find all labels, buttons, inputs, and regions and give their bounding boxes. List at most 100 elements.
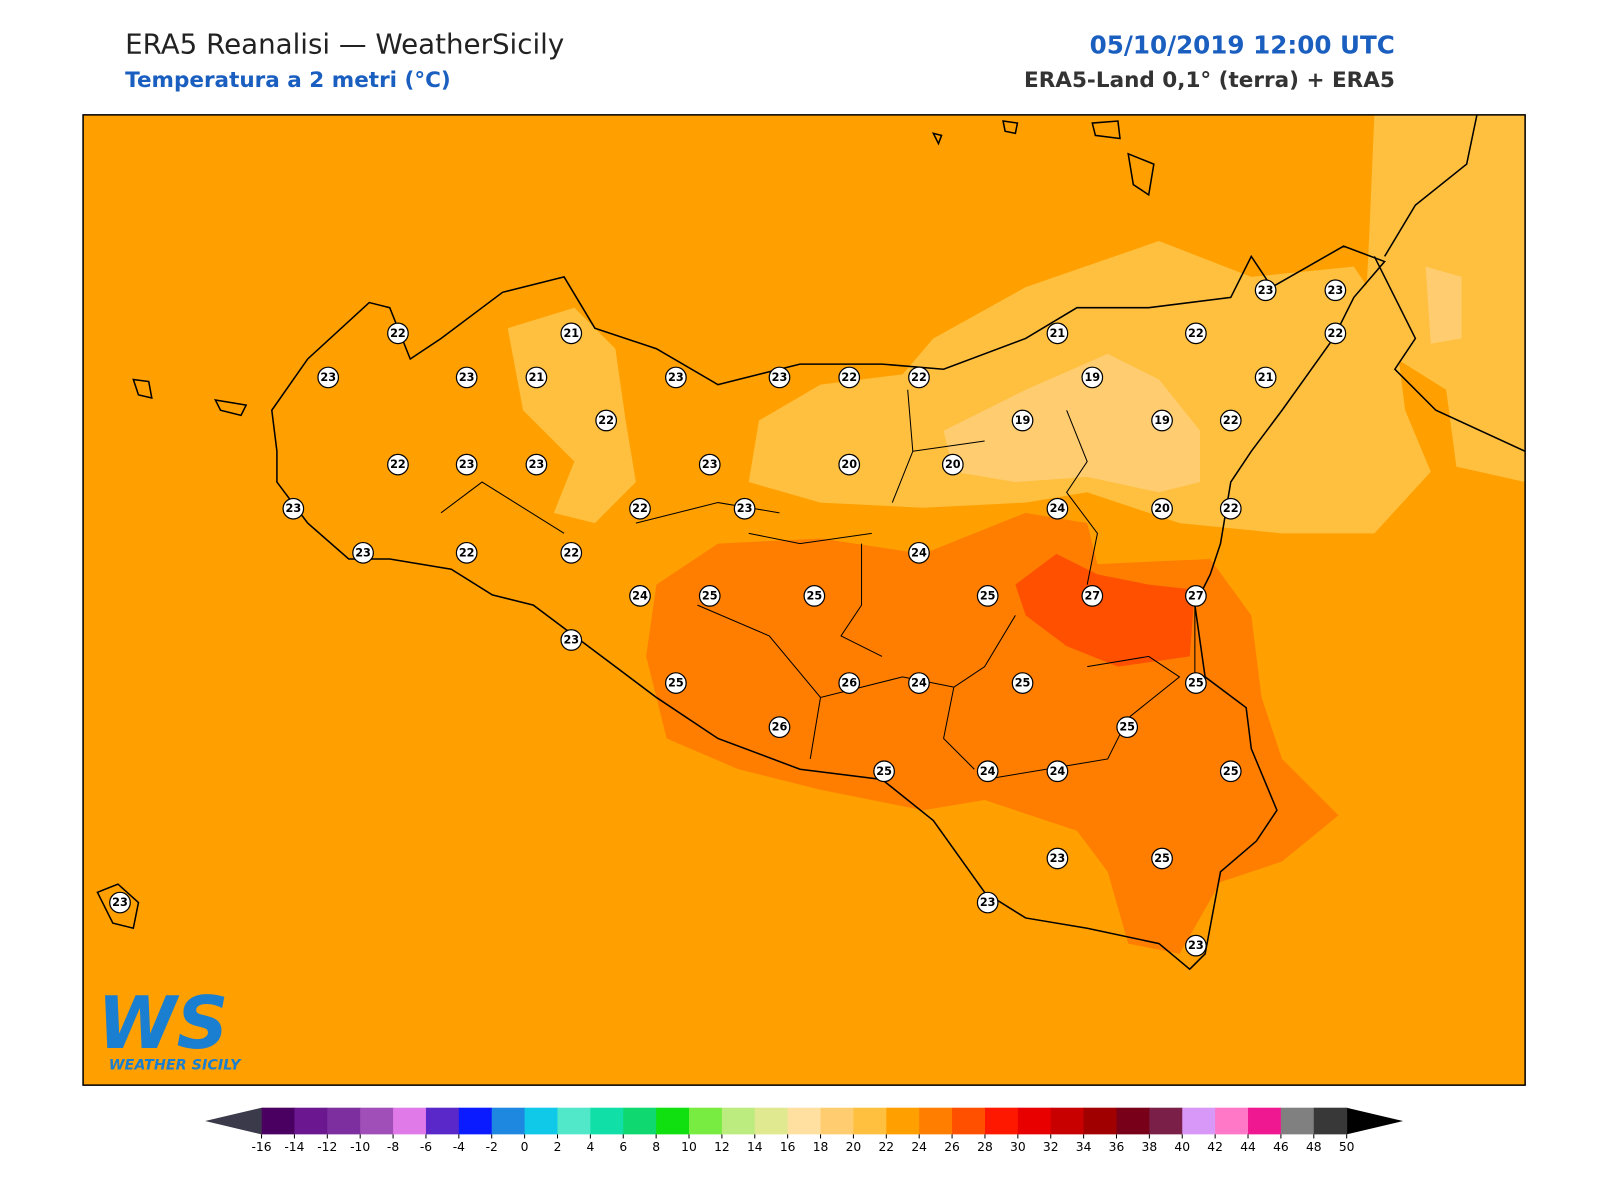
title: ERA5 Reanalisi — WeatherSicily: [125, 27, 564, 60]
station-value: 25: [1188, 677, 1204, 690]
source: ERA5-Land 0,1° (terra) + ERA5: [1024, 68, 1395, 93]
station-marker: [1185, 672, 1207, 694]
station-value: 22: [1223, 414, 1239, 427]
station-value: 23: [772, 371, 788, 384]
station-value: 25: [1015, 677, 1031, 690]
stations: 22 21 23 23 21 23 23 22 22 21 22 23 23 22 19 21 22 19 19 22…: [109, 279, 1347, 957]
colorbar-tick-label: -6: [420, 1140, 432, 1154]
colorbar-segment: [984, 1107, 1019, 1135]
coastline: [270, 245, 1386, 971]
colorbar-segment: [623, 1107, 657, 1135]
station-value: 25: [1223, 765, 1239, 778]
colorbar-tick-label: 44: [1240, 1140, 1256, 1154]
station-marker: [387, 453, 409, 476]
colorbar-tick-label: 48: [1306, 1140, 1322, 1154]
station-value: 25: [807, 589, 823, 602]
map: 22 21 23 23 21 23 23 22 22 21 22 23 23 22 19 21 22 19 19 22…: [82, 114, 1526, 1086]
colorbar-tick-label: 50: [1339, 1140, 1355, 1154]
colorbar-tick-label: 32: [1043, 1140, 1059, 1154]
colorbar-segment: [1313, 1107, 1348, 1135]
colorbar-tick-label: 8: [652, 1140, 660, 1154]
colorbar-tick-label: 0: [521, 1140, 529, 1154]
station-marker: [317, 366, 340, 389]
station-value: 21: [1258, 371, 1274, 384]
station-marker: [941, 453, 964, 476]
colorbar-segment: [360, 1107, 394, 1135]
station-marker: [1254, 279, 1277, 302]
station-value: 23: [112, 896, 128, 909]
station-marker: [629, 585, 651, 607]
colorbar-segment: [327, 1107, 361, 1135]
colorbar-tick-label: 20: [846, 1140, 862, 1154]
colorbar-tick-label: 30: [1010, 1140, 1026, 1154]
colorbar-segment: [1116, 1107, 1150, 1135]
station-marker: [1151, 847, 1173, 870]
station-value: 24: [911, 677, 927, 690]
station-marker: [560, 322, 583, 345]
station-marker: [768, 366, 791, 389]
station-marker: [560, 629, 583, 651]
station-value: 25: [1119, 721, 1135, 734]
station-marker: [1046, 322, 1069, 345]
station-marker: [1011, 672, 1034, 694]
colorbar-over: [1346, 1107, 1404, 1135]
colorbar-segment: [1017, 1107, 1052, 1135]
station-value: 25: [668, 677, 684, 690]
logo-mark: WS: [97, 981, 228, 1065]
colorbar-segment: [590, 1107, 624, 1135]
station-marker: [1046, 760, 1069, 783]
contour: [1015, 553, 1195, 667]
station-value: 23: [355, 546, 371, 559]
station-marker: [838, 672, 861, 694]
colorbar-segment: [1248, 1107, 1282, 1135]
colorbar-segment: [721, 1107, 756, 1135]
colorbar-tick-label: 46: [1273, 1140, 1289, 1154]
station-value: 24: [911, 546, 927, 559]
subtitle: Temperatura a 2 metri (°C): [125, 68, 451, 93]
colorbar-segment: [952, 1107, 986, 1135]
station-value: 21: [529, 371, 545, 384]
station-value: 23: [529, 458, 545, 471]
station-value: 24: [1050, 765, 1066, 778]
station-value: 27: [1084, 589, 1100, 602]
station-marker: [455, 366, 478, 389]
station-value: 23: [1258, 284, 1274, 297]
colorbar-tick-label: 14: [747, 1140, 763, 1154]
station-marker: [698, 585, 721, 607]
islands: [96, 120, 1155, 930]
station-marker: [976, 585, 999, 607]
station-marker: [803, 585, 826, 607]
station-value: 20: [945, 458, 961, 471]
colorbar-segment: [491, 1107, 526, 1135]
colorbar-tick-label: -4: [453, 1140, 465, 1154]
station-value: 22: [459, 546, 475, 559]
station-marker: [976, 760, 999, 783]
colorbar-tick-label: -12: [317, 1140, 337, 1154]
station-value: 20: [841, 458, 857, 471]
station-marker: [352, 541, 374, 564]
station-value: 22: [390, 458, 406, 471]
station-marker: [455, 541, 478, 564]
station-value: 27: [1188, 589, 1204, 602]
colorbar-segment: [1050, 1107, 1085, 1135]
colorbar-tick-label: 38: [1142, 1140, 1158, 1154]
coastline: [1373, 114, 1526, 452]
station-value: 23: [563, 634, 579, 647]
station-marker: [1046, 847, 1069, 870]
station-value: 21: [1050, 327, 1066, 340]
station-marker: [1324, 279, 1347, 302]
colorbar-segment: [1149, 1107, 1183, 1135]
station-marker: [665, 672, 687, 694]
colorbar-tick-label: -14: [284, 1140, 304, 1154]
colorbar-tick-label: 18: [813, 1140, 829, 1154]
colorbar-tick-label: -2: [486, 1140, 498, 1154]
colorbar-segment: [689, 1107, 723, 1135]
colorbar-segment: [294, 1107, 328, 1135]
station-value: 23: [285, 502, 301, 515]
contour: [507, 307, 636, 524]
colorbar-segment: [1215, 1107, 1249, 1135]
colorbar-tick-label: -8: [387, 1140, 399, 1154]
station-value: 23: [668, 371, 684, 384]
colorbar-segment: [1280, 1107, 1315, 1135]
station-value: 25: [702, 589, 718, 602]
